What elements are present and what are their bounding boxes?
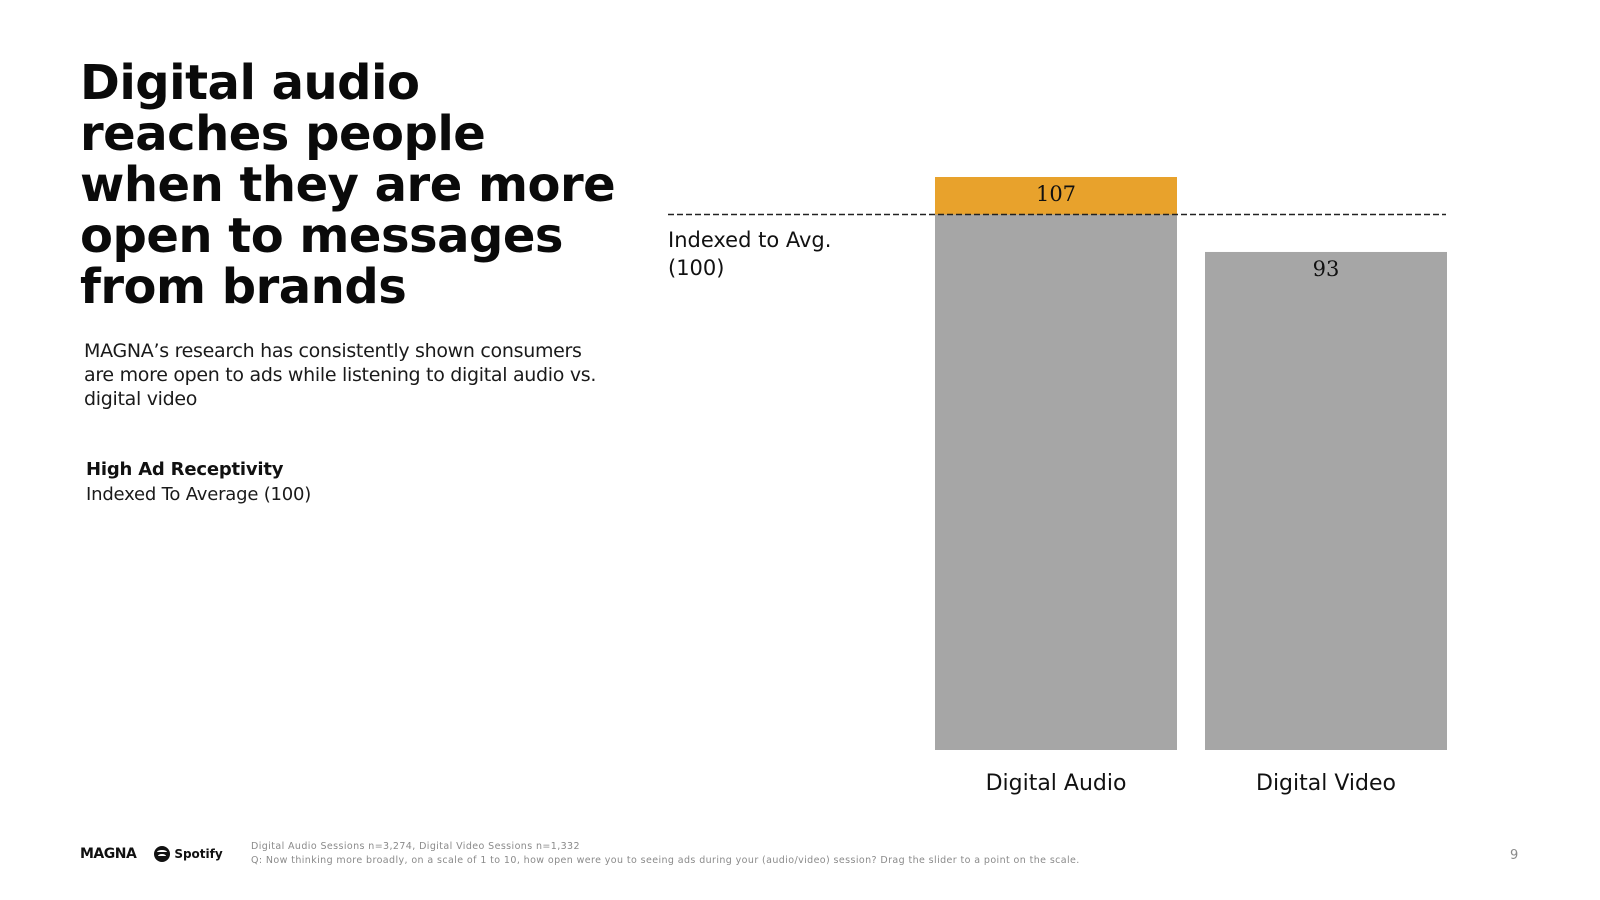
bar-digital-audio (935, 214, 1177, 751)
subtitle-text: MAGNA’s research has consistently shown … (84, 340, 597, 410)
footnote: Digital Audio Sessions n=3,274, Digital … (251, 840, 1080, 868)
magna-logo: MAGNA (80, 846, 137, 862)
category-label-digital-video: Digital Video (1256, 771, 1396, 796)
footnote-line-2: Q: Now thinking more broadly, on a scale… (251, 855, 1080, 866)
footnote-line-1: Digital Audio Sessions n=3,274, Digital … (251, 841, 580, 852)
footer-logos: MAGNA Spotify (80, 846, 223, 862)
spotify-logo: Spotify (154, 846, 223, 862)
spotify-icon (154, 846, 171, 862)
value-label-digital-audio: 107 (1036, 182, 1076, 206)
page-number: 9 (1510, 848, 1519, 863)
metric-subtitle: Indexed To Average (100) (86, 484, 312, 505)
metric-title: High Ad Receptivity (86, 459, 284, 480)
bar-above-average-digital-audio (935, 177, 1177, 215)
bar-digital-video (1205, 251, 1447, 750)
spotify-logo-text: Spotify (174, 847, 223, 861)
page-title: Digital audio reaches people when they a… (80, 55, 616, 315)
value-label-digital-video: 93 (1313, 257, 1340, 281)
reference-line-label: Indexed to Avg. (100) (668, 228, 832, 280)
category-label-digital-audio: Digital Audio (986, 771, 1127, 796)
